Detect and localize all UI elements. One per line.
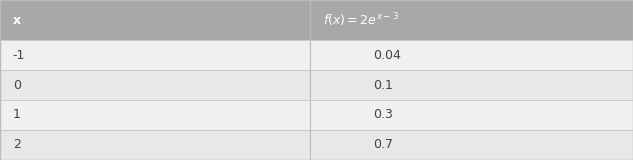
Text: 0.04: 0.04 — [373, 48, 401, 61]
FancyBboxPatch shape — [310, 100, 633, 130]
FancyBboxPatch shape — [310, 70, 633, 100]
Text: -1: -1 — [13, 48, 25, 61]
Text: 0: 0 — [13, 79, 21, 92]
FancyBboxPatch shape — [0, 40, 310, 70]
Text: x: x — [13, 13, 21, 27]
FancyBboxPatch shape — [310, 40, 633, 70]
FancyBboxPatch shape — [0, 70, 310, 100]
FancyBboxPatch shape — [0, 130, 310, 160]
Text: 0.1: 0.1 — [373, 79, 393, 92]
Text: 0.3: 0.3 — [373, 108, 393, 121]
Text: 1: 1 — [13, 108, 20, 121]
Text: 2: 2 — [13, 139, 20, 152]
FancyBboxPatch shape — [0, 100, 310, 130]
FancyBboxPatch shape — [0, 0, 310, 40]
Text: $f(x) = 2e^{x-3}$: $f(x) = 2e^{x-3}$ — [323, 11, 399, 29]
FancyBboxPatch shape — [310, 130, 633, 160]
Text: 0.7: 0.7 — [373, 139, 394, 152]
FancyBboxPatch shape — [310, 0, 633, 40]
